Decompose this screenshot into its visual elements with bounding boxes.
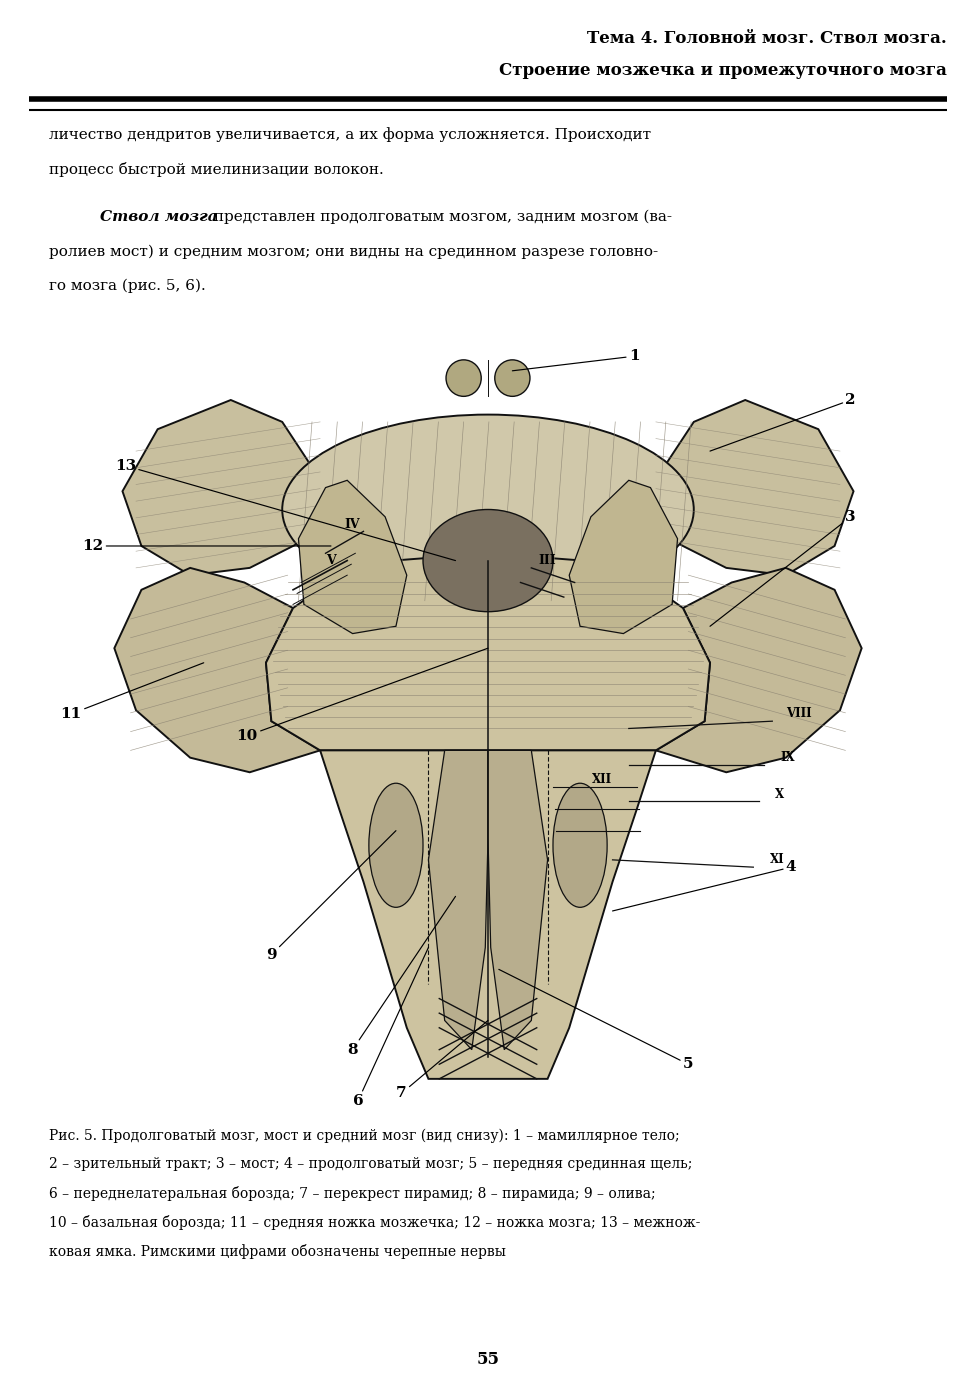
Text: 8: 8 (347, 896, 456, 1056)
Text: III: III (539, 554, 556, 568)
Ellipse shape (282, 414, 694, 605)
Text: 2 – зрительный тракт; 3 – мост; 4 – продолговатый мозг; 5 – передняя срединная щ: 2 – зрительный тракт; 3 – мост; 4 – прод… (49, 1157, 692, 1171)
Ellipse shape (553, 783, 607, 907)
Text: VIII: VIII (786, 707, 811, 721)
Text: 4: 4 (613, 860, 796, 911)
Polygon shape (650, 400, 854, 576)
Text: 10 – базальная борозда; 11 – средняя ножка мозжечка; 12 – ножка мозга; 13 – межн: 10 – базальная борозда; 11 – средняя нож… (49, 1215, 700, 1230)
Polygon shape (488, 750, 548, 1050)
Text: 5: 5 (499, 969, 694, 1072)
Text: го мозга (рис. 5, 6).: го мозга (рис. 5, 6). (49, 279, 206, 293)
Text: X: X (775, 787, 784, 801)
Polygon shape (122, 400, 326, 576)
Text: Тема 4. Головной мозг. Ствол мозга.: Тема 4. Головной мозг. Ствол мозга. (587, 30, 947, 47)
Text: IX: IX (781, 751, 795, 764)
Text: Рис. 5. Продолговатый мозг, мост и средний мозг (вид снизу): 1 – мамиллярное тел: Рис. 5. Продолговатый мозг, мост и средн… (49, 1128, 679, 1142)
Polygon shape (428, 750, 488, 1050)
Polygon shape (299, 481, 407, 634)
Text: XII: XII (591, 773, 612, 786)
Polygon shape (114, 568, 320, 772)
Text: Строение мозжечка и промежуточного мозга: Строение мозжечка и промежуточного мозга (499, 62, 947, 79)
Text: 9: 9 (266, 830, 396, 961)
Ellipse shape (495, 360, 530, 396)
Text: 6 – переднелатеральная борозда; 7 – перекрест пирамид; 8 – пирамида; 9 – олива;: 6 – переднелатеральная борозда; 7 – пере… (49, 1186, 656, 1201)
Text: 13: 13 (115, 458, 456, 561)
Polygon shape (569, 481, 677, 634)
Ellipse shape (369, 783, 423, 907)
Text: 3: 3 (710, 510, 856, 627)
Text: процесс быстрой миелинизации волокон.: процесс быстрой миелинизации волокон. (49, 162, 384, 177)
Ellipse shape (446, 360, 481, 396)
Polygon shape (266, 554, 710, 750)
Text: IV: IV (345, 518, 360, 530)
Text: представлен продолговатым мозгом, задним мозгом (ва-: представлен продолговатым мозгом, задним… (209, 210, 671, 224)
Text: V: V (326, 554, 336, 568)
Text: 1: 1 (512, 349, 639, 371)
Text: ролиев мост) и средним мозгом; они видны на срединном разрезе головно-: ролиев мост) и средним мозгом; они видны… (49, 244, 658, 258)
Polygon shape (320, 750, 656, 1079)
Text: Ствол мозга: Ствол мозга (100, 210, 218, 224)
Text: 6: 6 (352, 947, 428, 1108)
Polygon shape (656, 568, 862, 772)
Text: 10: 10 (236, 648, 488, 743)
Text: 55: 55 (476, 1351, 500, 1367)
Text: ковая ямка. Римскими цифрами обозначены черепные нервы: ковая ямка. Римскими цифрами обозначены … (49, 1244, 506, 1259)
Text: 11: 11 (61, 663, 204, 721)
Text: 7: 7 (396, 1021, 488, 1101)
Text: личество дендритов увеличивается, а их форма усложняется. Происходит: личество дендритов увеличивается, а их ф… (49, 127, 651, 142)
Ellipse shape (423, 510, 553, 612)
Text: XI: XI (770, 853, 785, 866)
Text: 2: 2 (710, 394, 856, 452)
Text: 12: 12 (82, 539, 331, 552)
